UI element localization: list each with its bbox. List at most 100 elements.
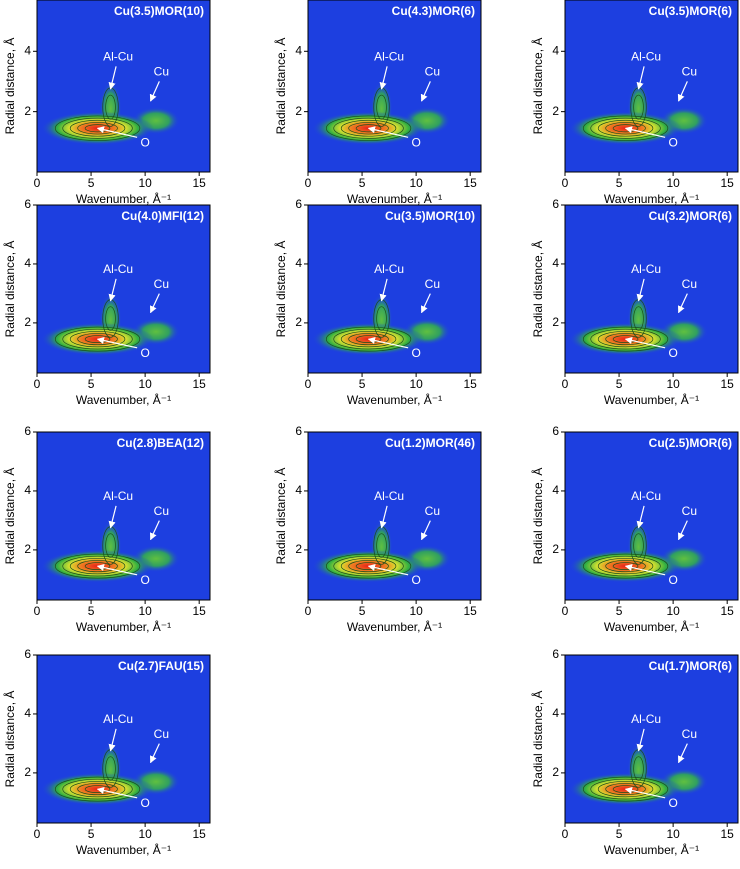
x-tick-label: 5 [616, 827, 623, 841]
contour-line [590, 117, 661, 139]
annotation-arrow [624, 336, 666, 349]
contour-line [590, 328, 661, 350]
plot-frame [307, 0, 482, 173]
plot-area [308, 432, 481, 600]
y-tick-label: 6 [295, 197, 302, 211]
x-axis-label: Wavenumber, Å⁻¹ [76, 842, 171, 857]
contour-line [105, 306, 116, 331]
contour-line [582, 553, 669, 579]
y-axis-label: Radial distance, Å [2, 691, 17, 788]
x-tick-label: 10 [666, 176, 680, 190]
y-axis-label: Radial distance, Å [273, 241, 288, 338]
x-tick-label: 15 [464, 176, 478, 190]
y-tick-label: 6 [552, 647, 559, 661]
annotation: Cu [682, 504, 697, 518]
annotation: Cu [154, 727, 169, 741]
annotation: Al-Cu [374, 50, 404, 64]
contour-line [340, 557, 397, 575]
panel-title: Cu(3.2)MOR(6) [649, 209, 732, 223]
annotation-arrow [379, 505, 388, 529]
contour-line [69, 330, 126, 348]
plot-frame [564, 204, 739, 374]
annotation-arrow [96, 563, 138, 576]
annotation-arrow [379, 278, 388, 302]
plot-area [565, 432, 738, 600]
x-tick-label: 0 [305, 176, 312, 190]
x-tick-label: 10 [138, 827, 152, 841]
y-tick-label: 6 [24, 424, 31, 438]
y-tick-label: 4 [295, 256, 302, 270]
x-tick-label: 15 [193, 827, 207, 841]
panel: Cu(3.5)MOR(10) Al-Cu Cu O 0 5 10 15 2 4 Wavenumber… [2, 0, 211, 206]
annotation-arrow [624, 126, 666, 138]
annotation-arrow [96, 126, 138, 138]
contour-line [325, 553, 412, 579]
contour-line [597, 119, 654, 137]
contour-line [54, 553, 141, 579]
annotation-arrow [96, 786, 138, 799]
x-axis-label: Wavenumber, Å⁻¹ [76, 191, 171, 206]
contour-line [633, 306, 644, 331]
panel: Cu(1.7)MOR(6) Al-Cu Cu O 0 5 10 15 2 4 6 Wavenumber… [530, 647, 739, 857]
annotation: O [411, 573, 420, 587]
y-tick-label: 4 [552, 256, 559, 270]
contour-line [54, 776, 141, 802]
panel-title: Cu(4.3)MOR(6) [392, 4, 475, 18]
contour-line [597, 330, 654, 348]
y-tick-label: 2 [552, 104, 559, 118]
y-tick-label: 6 [552, 197, 559, 211]
intensity-region [312, 322, 425, 356]
x-tick-label: 15 [721, 604, 735, 618]
y-tick-label: 2 [552, 765, 559, 779]
panel: Cu(4.3)MOR(6) Al-Cu Cu O 0 5 10 15 2 4 Wavenumber,… [273, 0, 482, 206]
annotation: Cu [425, 277, 440, 291]
intensity-region [41, 322, 154, 356]
annotation: Cu [154, 277, 169, 291]
annotation-arrow [108, 505, 117, 529]
x-tick-label: 5 [88, 176, 95, 190]
y-axis-label: Radial distance, Å [530, 38, 545, 135]
y-axis-label: Radial distance, Å [273, 468, 288, 565]
y-axis-label: Radial distance, Å [2, 38, 17, 135]
contour-line [62, 778, 133, 800]
contour-line [54, 115, 141, 141]
plot-area [565, 0, 738, 172]
contour-line [605, 560, 646, 573]
y-tick-label: 6 [295, 424, 302, 438]
x-tick-label: 5 [359, 604, 366, 618]
contour-line [348, 560, 389, 573]
x-tick-label: 10 [138, 176, 152, 190]
panel: Cu(2.8)BEA(12) Al-Cu Cu O 0 5 10 15 2 4 6 Wavenumbe… [2, 424, 211, 634]
plot-area [37, 0, 210, 172]
contour-line [605, 783, 646, 796]
y-tick-label: 4 [552, 483, 559, 497]
contour-line [582, 326, 669, 352]
annotation-arrow [96, 336, 138, 349]
x-tick-label: 0 [562, 827, 569, 841]
annotation-arrow [149, 743, 160, 764]
x-tick-label: 10 [666, 827, 680, 841]
contour-line [590, 555, 661, 577]
x-axis-label: Wavenumber, Å⁻¹ [604, 392, 699, 407]
x-tick-label: 5 [88, 377, 95, 391]
annotation: Al-Cu [631, 50, 661, 64]
annotation-arrow [677, 81, 688, 102]
y-tick-label: 2 [295, 315, 302, 329]
annotation: Al-Cu [631, 262, 661, 276]
annotation: O [668, 573, 677, 587]
x-tick-label: 5 [88, 827, 95, 841]
annotation-arrow [108, 66, 117, 90]
annotation: O [411, 346, 420, 360]
contour-line [348, 333, 389, 346]
x-tick-label: 0 [34, 827, 41, 841]
y-tick-label: 4 [295, 43, 302, 57]
contour-line [69, 119, 126, 137]
annotation: O [140, 136, 149, 150]
y-tick-label: 4 [24, 706, 31, 720]
contour-line [77, 560, 118, 573]
panel-title: Cu(3.5)MOR(6) [649, 4, 732, 18]
annotation-arrow [636, 66, 645, 90]
x-tick-label: 10 [409, 377, 423, 391]
annotation: O [668, 346, 677, 360]
